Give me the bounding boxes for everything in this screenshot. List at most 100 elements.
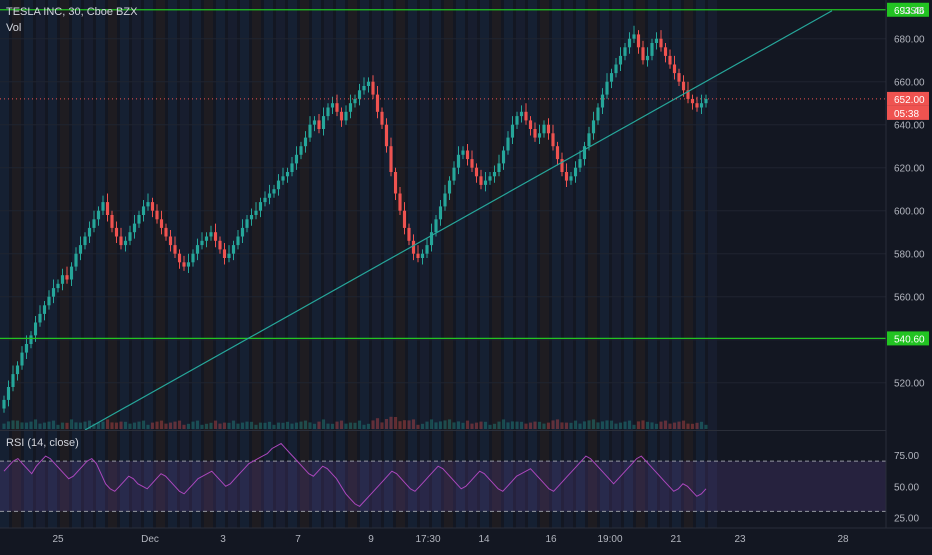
candle-body — [177, 253, 182, 263]
session-band — [552, 0, 561, 528]
bar-countdown-label-bg — [887, 105, 929, 120]
candle-body — [384, 124, 389, 147]
session-band — [324, 0, 333, 528]
session-band — [432, 0, 441, 528]
support-level-label-bg — [887, 331, 929, 346]
candle-body — [204, 236, 209, 241]
candle-body — [362, 86, 366, 91]
candle-body — [573, 167, 578, 177]
session-band — [156, 0, 165, 528]
volume-bar — [573, 420, 578, 429]
candle-body — [353, 98, 357, 104]
volume-bar — [276, 422, 281, 429]
candle-body — [20, 352, 24, 366]
candle-body — [6, 387, 11, 400]
session-band — [132, 0, 141, 528]
volume-bar — [578, 423, 582, 429]
rsi-indicator-label[interactable]: RSI (14, close) — [6, 437, 79, 449]
candle-body — [312, 120, 317, 125]
last-price-label: 652.00 — [894, 95, 925, 106]
candle-body — [339, 111, 344, 121]
candle-body — [56, 283, 60, 289]
volume-bar — [447, 419, 452, 429]
volume-bar — [650, 422, 654, 429]
candle-body — [465, 150, 470, 160]
candle-body — [699, 103, 704, 108]
volume-bar — [528, 422, 533, 429]
volume-bar — [222, 422, 227, 429]
volume-bar — [105, 419, 110, 429]
time-tick-label: 17:30 — [415, 534, 440, 545]
candle-body — [141, 206, 146, 215]
session-band — [456, 0, 465, 528]
session-band — [276, 0, 285, 528]
volume-bar — [438, 421, 443, 429]
time-tick-label: 28 — [837, 534, 849, 545]
volume-bar — [96, 422, 101, 429]
volume-bar — [492, 423, 497, 429]
volume-bar — [429, 419, 434, 429]
session-band — [252, 0, 261, 528]
candle-body — [501, 150, 506, 164]
price-tick-label: 620.00 — [894, 164, 925, 175]
resistance-level-label-bg — [887, 2, 929, 17]
volume-bar — [218, 423, 222, 429]
volume-bar — [605, 420, 609, 429]
volume-bar — [614, 423, 618, 429]
ascending-trendline[interactable] — [84, 10, 833, 431]
volume-bar — [245, 421, 249, 429]
volume-bar — [236, 423, 240, 429]
volume-bar — [519, 421, 524, 429]
candle-body — [267, 193, 272, 198]
volume-bar — [119, 421, 123, 429]
volume-bar — [137, 421, 141, 429]
volume-bar — [353, 422, 357, 429]
volume-bar — [191, 421, 195, 429]
volume-bar — [114, 422, 119, 429]
candle-body — [155, 210, 159, 220]
time-axis-ticks: 25 Dec 3 7 9 17:30 14 16 19:00 21 23 28 — [52, 534, 849, 545]
volume-bars — [2, 416, 708, 429]
candle-body — [596, 107, 600, 121]
volume-bar — [582, 421, 587, 429]
session-band — [684, 0, 693, 528]
time-tick-label: 9 — [368, 534, 374, 545]
volume-bar — [254, 424, 258, 429]
candle-body — [479, 176, 483, 185]
candle-body — [65, 275, 69, 280]
session-band — [696, 0, 705, 528]
volume-bar — [290, 423, 294, 429]
candle-body — [83, 236, 87, 246]
volume-bar — [186, 423, 191, 429]
volume-bar — [542, 423, 546, 429]
candle-body — [663, 47, 668, 56]
volume-bar — [407, 420, 411, 429]
price-axis-panel[interactable] — [886, 0, 932, 528]
volume-bar — [659, 421, 663, 429]
candle-body — [569, 176, 573, 181]
volume-indicator-label[interactable]: Vol — [6, 22, 22, 34]
candle-body — [407, 227, 411, 241]
session-band — [48, 0, 57, 528]
volume-bar — [213, 420, 218, 429]
session-band — [216, 0, 225, 528]
volume-bar — [69, 419, 74, 429]
volume-bar — [92, 423, 96, 429]
candle-body — [150, 202, 155, 211]
volume-bar — [263, 422, 267, 429]
volume-bar — [654, 423, 659, 429]
session-band — [120, 0, 129, 528]
rsi-tick-label: 50.00 — [894, 482, 919, 493]
candle-body — [60, 275, 65, 284]
volume-bar — [312, 423, 317, 429]
candle-body — [128, 232, 132, 241]
candle-body — [168, 236, 173, 246]
candle-body — [146, 202, 150, 207]
volume-bar — [299, 421, 303, 429]
candle-body — [348, 103, 353, 112]
candle-body — [308, 124, 312, 138]
volume-bar — [465, 420, 470, 429]
volume-bar — [110, 422, 114, 429]
